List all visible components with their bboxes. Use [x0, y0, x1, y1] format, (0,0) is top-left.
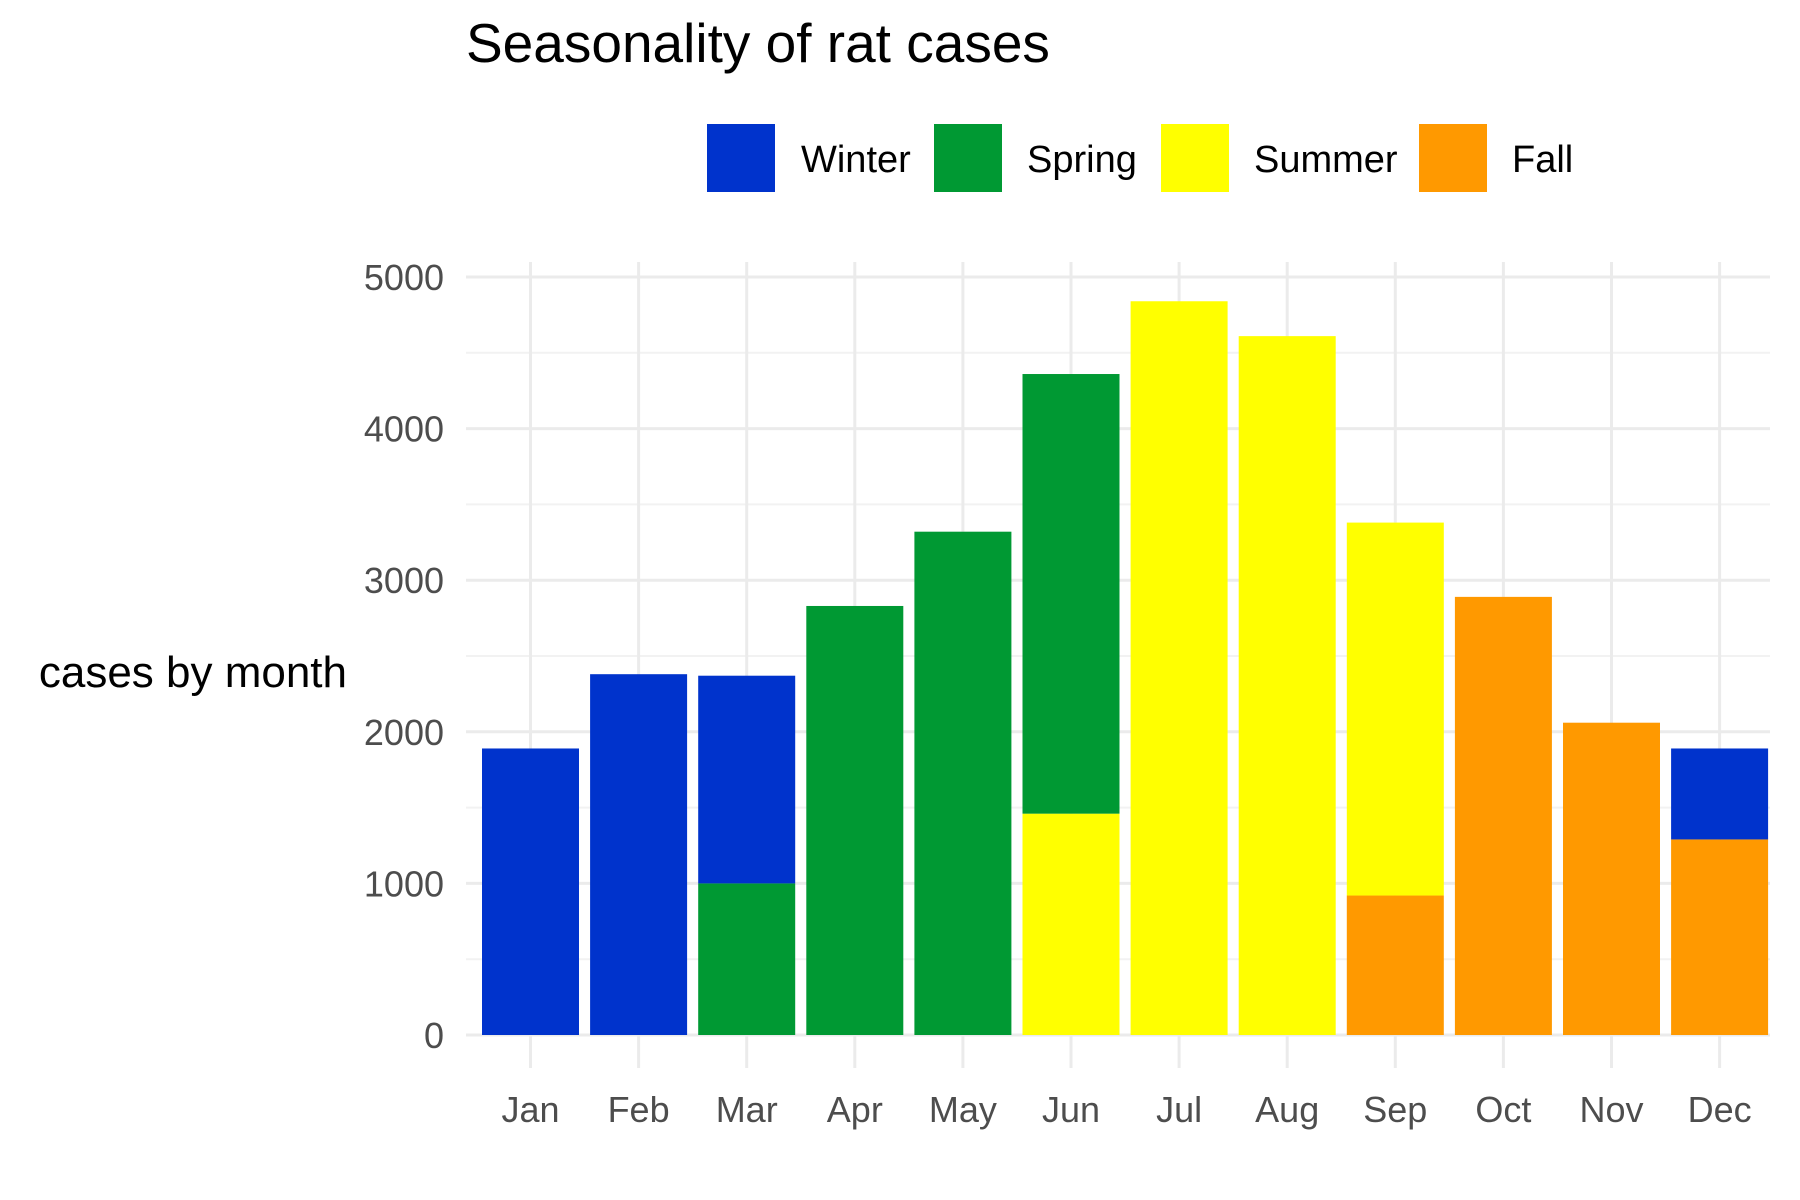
chart-title: Seasonality of rat cases [466, 12, 1050, 74]
bar-fall-oct [1454, 596, 1552, 1035]
bar-fall-nov [1563, 722, 1660, 1035]
legend-key-fall [1419, 124, 1487, 192]
y-tick-label-1000: 1000 [364, 863, 444, 904]
y-tick-label-3000: 3000 [364, 560, 444, 601]
bar-summer-jun [1022, 813, 1120, 1035]
bar-winter-dec [1671, 748, 1769, 840]
x-tick-label-sep: Sep [1363, 1089, 1427, 1130]
x-tick-label-jul: Jul [1156, 1089, 1202, 1130]
x-tick-label-feb: Feb [608, 1089, 670, 1130]
bar-winter-feb [590, 674, 688, 1035]
x-tick-label-aug: Aug [1255, 1089, 1319, 1130]
bar-winter-jan [482, 748, 579, 1035]
legend-label-summer: Summer [1254, 139, 1398, 181]
bar-summer-jul [1130, 301, 1228, 1036]
x-tick-label-jun: Jun [1042, 1089, 1100, 1130]
bar-summer-sep [1346, 522, 1444, 896]
bar-fall-dec [1671, 839, 1769, 1035]
x-tick-label-dec: Dec [1688, 1089, 1752, 1130]
legend-label-winter: Winter [801, 139, 911, 181]
y-tick-label-2000: 2000 [364, 712, 444, 753]
y-tick-label-4000: 4000 [364, 409, 444, 450]
legend-key-spring [934, 124, 1002, 192]
y-axis: 0 1000 2000 3000 4000 5000 [364, 257, 444, 1056]
bar-fall-sep [1346, 895, 1444, 1035]
legend-key-summer [1161, 124, 1229, 192]
legend: Winter Spring Summer Fall [707, 124, 1573, 192]
legend-label-fall: Fall [1512, 139, 1573, 181]
x-tick-label-nov: Nov [1579, 1089, 1643, 1130]
y-tick-label-0: 0 [424, 1015, 444, 1056]
y-tick-label-5000: 5000 [364, 257, 444, 298]
bars [482, 301, 1769, 1036]
x-tick-label-apr: Apr [827, 1089, 883, 1130]
x-tick-label-oct: Oct [1475, 1089, 1531, 1130]
bar-winter-mar [698, 675, 796, 884]
legend-label-spring: Spring [1027, 139, 1137, 181]
bar-spring-may [914, 531, 1012, 1035]
legend-key-winter [707, 124, 775, 192]
bar-spring-mar [698, 883, 796, 1035]
bar-spring-jun [1022, 374, 1120, 814]
x-tick-label-may: May [929, 1089, 997, 1130]
bar-spring-apr [806, 605, 904, 1035]
x-tick-label-jan: Jan [501, 1089, 559, 1130]
x-tick-label-mar: Mar [716, 1089, 778, 1130]
x-axis: Jan Feb Mar Apr May Jun Jul Aug Sep Oct Nov Dec [501, 1089, 1751, 1130]
bar-summer-aug [1238, 336, 1336, 1035]
y-axis-label: cases by month [39, 648, 347, 697]
